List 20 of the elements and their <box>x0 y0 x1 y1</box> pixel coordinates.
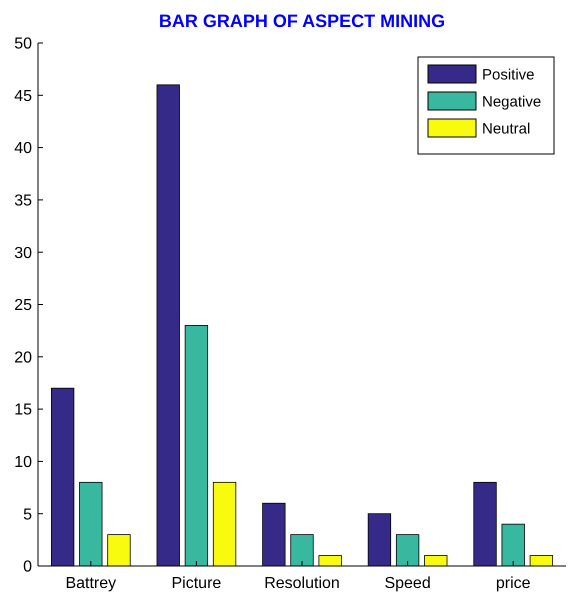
y-tick-label: 0 <box>23 558 32 576</box>
y-tick-label: 30 <box>14 244 32 262</box>
y-tick-label: 25 <box>14 297 32 314</box>
y-tick-label: 35 <box>14 192 32 210</box>
x-tick-label: Picture <box>172 575 222 592</box>
x-tick-label: Battrey <box>65 575 116 592</box>
y-tick-label: 5 <box>23 506 32 524</box>
y-tick-label: 40 <box>14 140 32 158</box>
y-tick-label: 45 <box>14 88 32 105</box>
y-tick-label: 20 <box>14 349 32 366</box>
y-tick-label: 10 <box>14 454 32 471</box>
x-tick-label: price <box>496 575 531 592</box>
x-tick-label: Speed <box>384 575 431 592</box>
y-tick-label: 15 <box>14 402 32 419</box>
x-tick-label: Resolution <box>264 575 340 592</box>
y-tick-label: 50 <box>14 36 32 53</box>
legend-label: Positive <box>482 66 535 84</box>
chart-title: BAR GRAPH OF ASPECT MINING <box>158 11 446 31</box>
legend-label: Neutral <box>482 120 530 138</box>
legend-label: Negative <box>482 93 542 110</box>
